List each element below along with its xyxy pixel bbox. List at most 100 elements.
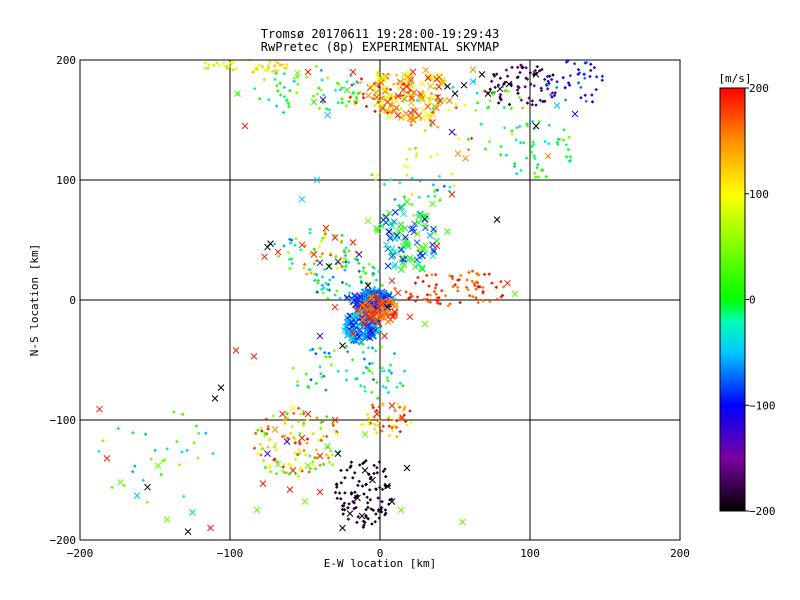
data-point-dot bbox=[380, 283, 385, 288]
data-point-dot bbox=[544, 174, 549, 179]
data-point-x bbox=[346, 510, 354, 517]
data-point-x bbox=[397, 506, 405, 514]
data-point-dot bbox=[465, 278, 470, 282]
data-point-dot bbox=[464, 285, 469, 290]
data-point-x bbox=[316, 488, 324, 496]
data-point-dot bbox=[510, 65, 514, 70]
data-point-dot bbox=[517, 95, 522, 100]
data-point-dot bbox=[308, 231, 312, 235]
data-point-dot bbox=[448, 302, 452, 306]
data-point-dot bbox=[312, 261, 316, 266]
data-point-dot bbox=[320, 251, 325, 256]
data-point-dot bbox=[347, 99, 351, 104]
data-point-dot bbox=[530, 99, 535, 103]
data-point-dot bbox=[550, 95, 554, 99]
data-point-dot bbox=[417, 195, 422, 200]
data-point-dot bbox=[319, 438, 324, 443]
data-point-dot bbox=[499, 144, 503, 149]
data-point-dot bbox=[276, 61, 280, 65]
data-point-dot bbox=[275, 89, 280, 93]
data-point-x bbox=[484, 90, 492, 97]
data-point-dot bbox=[519, 168, 523, 173]
data-point-x bbox=[377, 79, 385, 86]
data-point-dot bbox=[285, 436, 290, 441]
data-point-dot bbox=[251, 70, 255, 75]
data-point-x bbox=[368, 303, 375, 311]
data-point-x bbox=[298, 241, 306, 249]
data-point-x bbox=[388, 245, 396, 252]
data-point-dot bbox=[340, 100, 345, 105]
data-point-dot bbox=[335, 496, 340, 501]
data-point-dot bbox=[389, 103, 394, 108]
data-point-dot bbox=[336, 369, 341, 374]
data-point-dot bbox=[259, 426, 264, 430]
data-point-x bbox=[422, 66, 430, 74]
data-point-dot bbox=[355, 80, 360, 85]
data-point-x bbox=[359, 316, 366, 323]
data-point-x bbox=[96, 405, 103, 413]
data-point-dot bbox=[532, 171, 537, 176]
data-point-dot bbox=[475, 100, 480, 105]
data-point-x bbox=[133, 492, 141, 499]
data-point-dot bbox=[338, 296, 342, 301]
data-point-dot bbox=[393, 408, 397, 413]
data-point-dot bbox=[305, 437, 310, 441]
data-point-dot bbox=[262, 434, 267, 438]
data-point-x bbox=[289, 467, 297, 474]
data-point-dot bbox=[425, 292, 430, 297]
data-point-dot bbox=[324, 434, 329, 439]
data-point-dot bbox=[590, 99, 595, 104]
data-point-dot bbox=[343, 268, 347, 272]
data-point-dot bbox=[353, 99, 357, 104]
data-point-dot bbox=[588, 74, 592, 79]
data-point-dot bbox=[313, 466, 318, 471]
data-point-dot bbox=[325, 76, 330, 80]
data-point-dot bbox=[281, 462, 286, 467]
data-point-x bbox=[504, 279, 511, 287]
data-point-x bbox=[184, 528, 192, 535]
data-point-dot bbox=[296, 447, 301, 452]
data-point-dot bbox=[309, 271, 313, 275]
data-point-dot bbox=[340, 86, 345, 90]
data-point-x bbox=[411, 107, 419, 115]
data-point-dot bbox=[256, 428, 260, 432]
data-point-dot bbox=[553, 90, 558, 95]
data-point-dot bbox=[318, 371, 323, 376]
data-point-dot bbox=[366, 505, 370, 510]
data-point-x bbox=[418, 80, 426, 88]
data-point-dot bbox=[316, 281, 320, 285]
data-point-dot bbox=[282, 421, 287, 426]
data-point-dot bbox=[594, 75, 599, 79]
data-point-dot bbox=[365, 501, 370, 505]
data-point-dot bbox=[387, 424, 392, 428]
data-point-dot bbox=[352, 470, 357, 475]
data-point-dot bbox=[579, 95, 583, 100]
data-point-dot bbox=[347, 249, 351, 253]
data-point-dot bbox=[252, 446, 257, 451]
data-point-dot bbox=[308, 348, 313, 353]
data-point-dot bbox=[383, 474, 388, 479]
data-point-x bbox=[378, 222, 385, 230]
data-point-dot bbox=[371, 508, 376, 513]
data-point-dot bbox=[253, 431, 258, 436]
data-point-dot bbox=[282, 72, 287, 76]
data-point-dot bbox=[267, 60, 272, 64]
data-point-x bbox=[355, 251, 363, 258]
data-point-x bbox=[411, 263, 419, 270]
data-point-dot bbox=[386, 417, 391, 422]
data-point-dot bbox=[314, 448, 319, 452]
data-point-dot bbox=[600, 78, 605, 83]
data-point-dot bbox=[280, 434, 285, 439]
x-tick-label: 100 bbox=[520, 547, 540, 560]
data-point-dot bbox=[439, 288, 444, 293]
data-point-dot bbox=[361, 519, 366, 524]
data-point-x bbox=[448, 128, 456, 136]
data-point-dot bbox=[395, 81, 400, 86]
data-point-dot bbox=[561, 138, 566, 142]
data-point-dot bbox=[266, 427, 270, 431]
data-point-dot bbox=[296, 419, 301, 424]
data-point-dot bbox=[372, 427, 377, 432]
data-point-dot bbox=[426, 299, 430, 304]
data-point-x bbox=[289, 404, 297, 412]
